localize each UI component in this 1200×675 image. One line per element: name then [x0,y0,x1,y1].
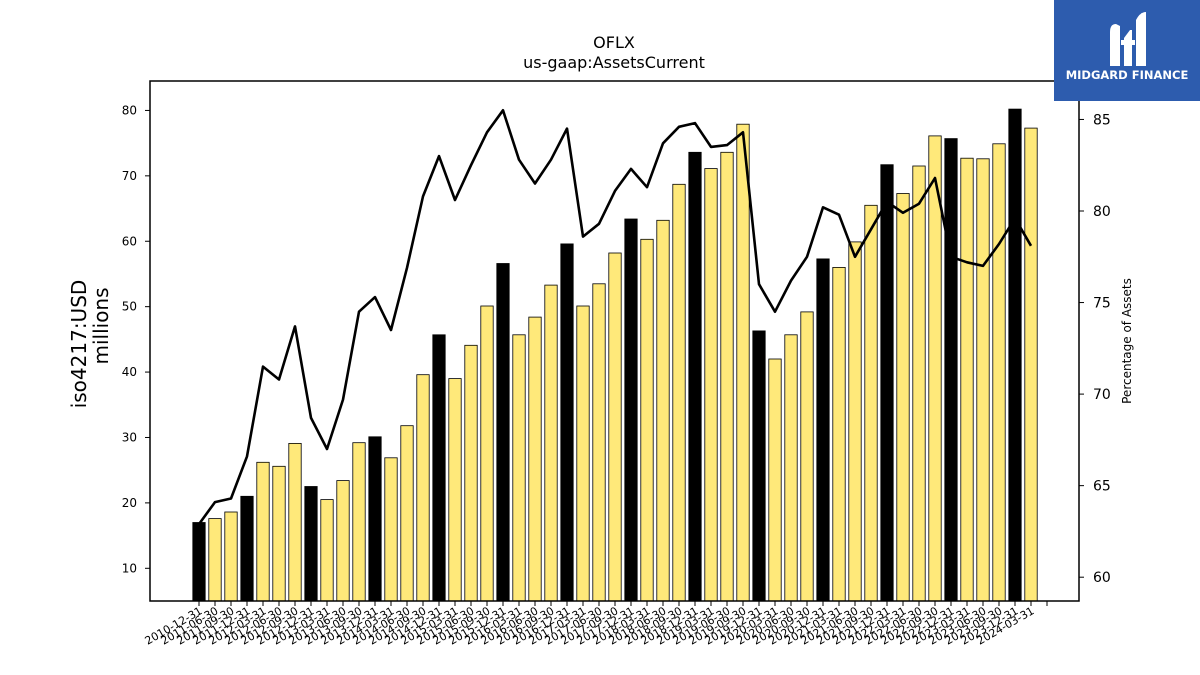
bar-2017-03-31 [592,283,606,602]
bar-2012-06-30 [288,442,302,602]
bar-2020-09-30 [816,258,830,602]
bar-2022-03-31 [912,165,926,602]
bar-2019-12-31 [768,358,782,602]
bar-2016-12-31 [576,305,590,602]
bar-2014-09-30 [432,334,446,602]
bar-2017-09-30 [624,218,638,602]
bar-2022-12-31 [960,157,974,602]
bar-2020-06-30 [800,311,814,602]
bar-2014-12-31 [448,378,462,602]
brand-name: MIDGARD FINANCE [1065,68,1189,82]
bar-2015-03-31 [464,344,478,602]
y2-tick-label: 70 [1093,387,1111,403]
bar-2023-03-31 [976,158,990,602]
bar-2014-06-30 [416,374,430,602]
y-tick-label: 10 [122,561,137,575]
y-axis-label-line1: iso4217:USD [67,280,91,409]
y2-axis: 60 65 70 75 80 85 [1079,112,1111,586]
x-axis: 2010-12-312011-06-302011-09-302011-12-31… [143,601,1048,648]
bar-2016-03-31 [528,316,542,602]
bar-2013-06-30 [352,442,366,602]
chart-subtitle: us-gaap:AssetsCurrent [523,53,705,72]
y2-tick-label: 85 [1093,112,1111,128]
bar-2015-09-30 [496,263,510,602]
chart-title: OFLX [593,33,635,52]
y-tick-label: 80 [122,103,137,117]
bar-2013-03-31 [336,480,350,602]
bar-2015-12-31 [512,334,526,602]
line-series [197,109,1033,525]
bar-2020-03-31 [784,334,798,602]
y-axis: 10 20 30 40 50 60 70 80 [122,103,150,575]
bar-2019-09-30 [752,330,766,602]
percentage-of-assets-line [197,109,1033,525]
y-tick-label: 70 [122,169,137,183]
bar-2014-03-31 [400,425,414,602]
bar-2021-06-30 [864,204,878,602]
bar-2017-06-30 [608,252,622,602]
bar-series [192,108,1038,602]
bar-2021-03-31 [848,241,862,602]
bar-2023-09-30 [1008,108,1022,602]
bar-2011-06-30 [224,511,238,602]
bar-2019-03-31 [720,151,734,602]
bar-2016-09-30 [560,243,574,602]
bar-2015-06-30 [480,305,494,602]
bar-2011-09-30 [240,495,254,602]
y-tick-label: 50 [122,300,137,314]
y2-tick-label: 80 [1093,204,1111,220]
y2-tick-label: 75 [1093,296,1111,312]
bar-2013-12-31 [384,457,398,602]
bar-2016-06-30 [544,284,558,602]
y-axis-label-line2: millions [89,287,113,364]
y2-axis-label: Percentage of Assets [1120,278,1134,404]
midgard-logo-icon [1110,12,1146,66]
bar-2010-12-31 [192,522,206,602]
y2-tick-label: 65 [1093,479,1111,495]
bar-2018-12-31 [704,168,718,602]
bar-2019-06-30 [736,123,750,602]
bar-2021-12-31 [896,193,910,602]
bar-2012-03-31 [272,465,286,602]
y-tick-label: 30 [122,430,137,444]
bar-2017-12-31 [640,238,654,602]
bar-2018-03-31 [656,219,670,602]
y-tick-label: 40 [122,365,137,379]
bar-2011-03-31 [208,518,222,602]
bar-2012-12-31 [320,499,334,602]
bar-2021-09-30 [880,164,894,602]
bar-2013-09-30 [368,436,382,602]
y-tick-label: 20 [122,496,137,510]
bar-2018-09-30 [688,151,702,602]
bar-2011-12-31 [256,461,270,602]
brand-logo: MIDGARD FINANCE [1054,0,1200,101]
y-tick-label: 60 [122,234,137,248]
y2-tick-label: 60 [1093,570,1111,586]
bar-2022-09-30 [944,138,958,602]
bar-2020-12-31 [832,266,846,602]
bar-2018-06-30 [672,183,686,602]
bar-2012-09-30 [304,486,318,602]
bar-2023-06-30 [992,143,1006,602]
bar-2023-12-31 [1024,127,1038,602]
